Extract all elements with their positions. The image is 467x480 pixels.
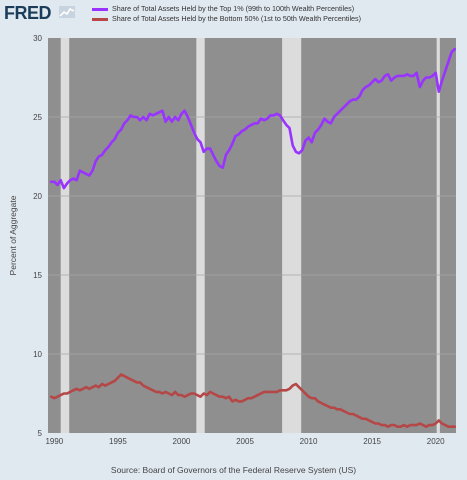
legend-label-bottom50: Share of Total Assets Held by the Bottom… <box>112 14 362 23</box>
series-line-bottom50[interactable] <box>49 373 457 429</box>
recession-band-0 <box>60 38 70 433</box>
x-tick-label-2010: 2010 <box>300 437 318 446</box>
y-tick-label-5: 5 <box>38 429 43 438</box>
recession-band-2 <box>282 38 302 433</box>
x-tick-label-2005: 2005 <box>236 437 254 446</box>
y-axis-label: Percent of Aggregate <box>8 195 18 275</box>
plot-background <box>48 38 456 433</box>
logo-icon-line <box>59 7 75 17</box>
legend-label-top1: Share of Total Assets Held by the Top 1%… <box>112 4 355 13</box>
chart-header: FRED Share of Total Assets Held by the T… <box>0 0 467 34</box>
recession-band-1 <box>196 38 205 433</box>
legend-item-top1: Share of Total Assets Held by the Top 1%… <box>92 4 361 14</box>
chart-legend: Share of Total Assets Held by the Top 1%… <box>92 4 361 24</box>
series-lines <box>49 47 457 429</box>
source-note: Source: Board of Governors of the Federa… <box>110 465 357 475</box>
x-tick-label-2000: 2000 <box>173 437 191 446</box>
y-tick-label-30: 30 <box>33 34 42 43</box>
y-axis-ticks: 5 10 15 20 25 30 <box>33 34 42 438</box>
y-tick-label-10: 10 <box>33 350 42 359</box>
x-tick-label-2015: 2015 <box>363 437 381 446</box>
y-tick-label-25: 25 <box>33 113 42 122</box>
legend-swatch-bottom50 <box>92 17 108 21</box>
y-tick-label-20: 20 <box>33 192 42 201</box>
plot-area <box>48 38 456 433</box>
fred-logo[interactable]: FRED <box>4 3 52 23</box>
legend-swatch-top1 <box>92 7 108 11</box>
x-tick-label-2020: 2020 <box>427 437 445 446</box>
x-axis-ticks: 1990 1995 2000 2005 2010 2015 2020 <box>45 437 445 446</box>
legend-item-bottom50: Share of Total Assets Held by the Bottom… <box>92 14 361 24</box>
recession-bands <box>60 38 440 433</box>
recession-band-3 <box>436 38 440 433</box>
y-tick-label-15: 15 <box>33 271 42 280</box>
gridlines <box>48 116 456 355</box>
x-tick-label-1995: 1995 <box>109 437 127 446</box>
series-line-top1[interactable] <box>49 47 457 190</box>
x-tick-label-1990: 1990 <box>45 437 63 446</box>
fred-logo-chart-icon <box>59 6 75 18</box>
